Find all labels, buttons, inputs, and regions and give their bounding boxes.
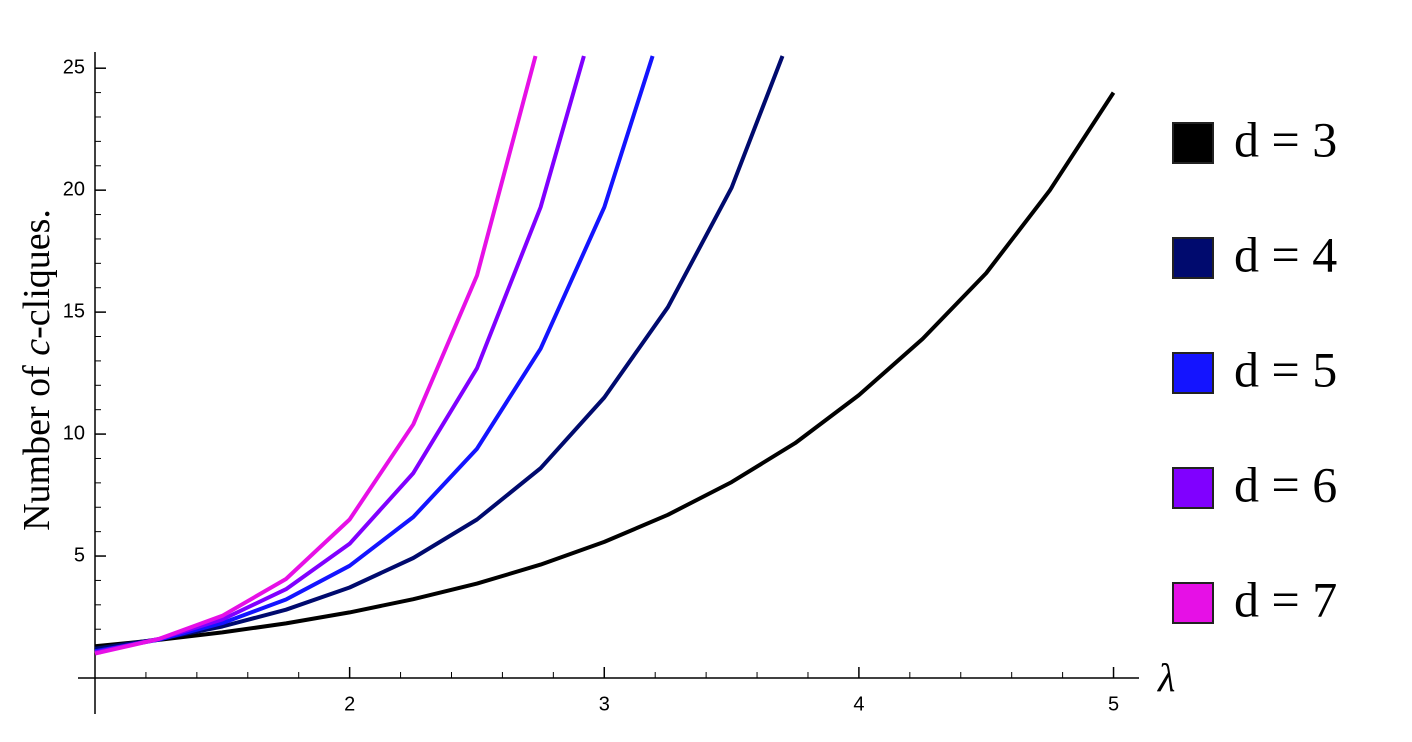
legend-label: d = 7 bbox=[1234, 571, 1337, 627]
series-line bbox=[94, 55, 538, 656]
legend-swatch bbox=[1172, 352, 1214, 394]
x-tick-label: 2 bbox=[344, 693, 355, 715]
legend-label: d = 5 bbox=[1234, 341, 1337, 397]
legend-swatch bbox=[1172, 582, 1214, 624]
x-tick-label: 5 bbox=[1108, 693, 1119, 715]
y-tick-label: 10 bbox=[63, 422, 85, 444]
x-tick-label: 3 bbox=[599, 693, 610, 715]
series-line bbox=[94, 55, 655, 654]
y-label-part: c bbox=[16, 339, 58, 356]
series-line bbox=[94, 55, 785, 651]
legend-label: d = 4 bbox=[1234, 226, 1337, 282]
legend-swatch bbox=[1172, 237, 1214, 279]
legend-label: d = 3 bbox=[1234, 111, 1337, 167]
y-label-part: -cliques. bbox=[16, 209, 58, 339]
y-label-part: Number of bbox=[16, 356, 58, 531]
y-tick-label: 5 bbox=[74, 544, 85, 566]
y-axis-label: Number of c-cliques. bbox=[16, 209, 58, 531]
y-tick-label: 15 bbox=[63, 300, 85, 322]
series-line bbox=[94, 91, 1116, 649]
x-tick-label: 4 bbox=[853, 693, 864, 715]
y-tick-label: 20 bbox=[63, 178, 85, 200]
legend-swatch bbox=[1172, 122, 1214, 164]
x-axis-label: λ bbox=[1157, 655, 1175, 700]
legend-label: d = 6 bbox=[1234, 456, 1337, 512]
y-tick-label: 25 bbox=[63, 56, 85, 78]
legend-swatch bbox=[1172, 467, 1214, 509]
